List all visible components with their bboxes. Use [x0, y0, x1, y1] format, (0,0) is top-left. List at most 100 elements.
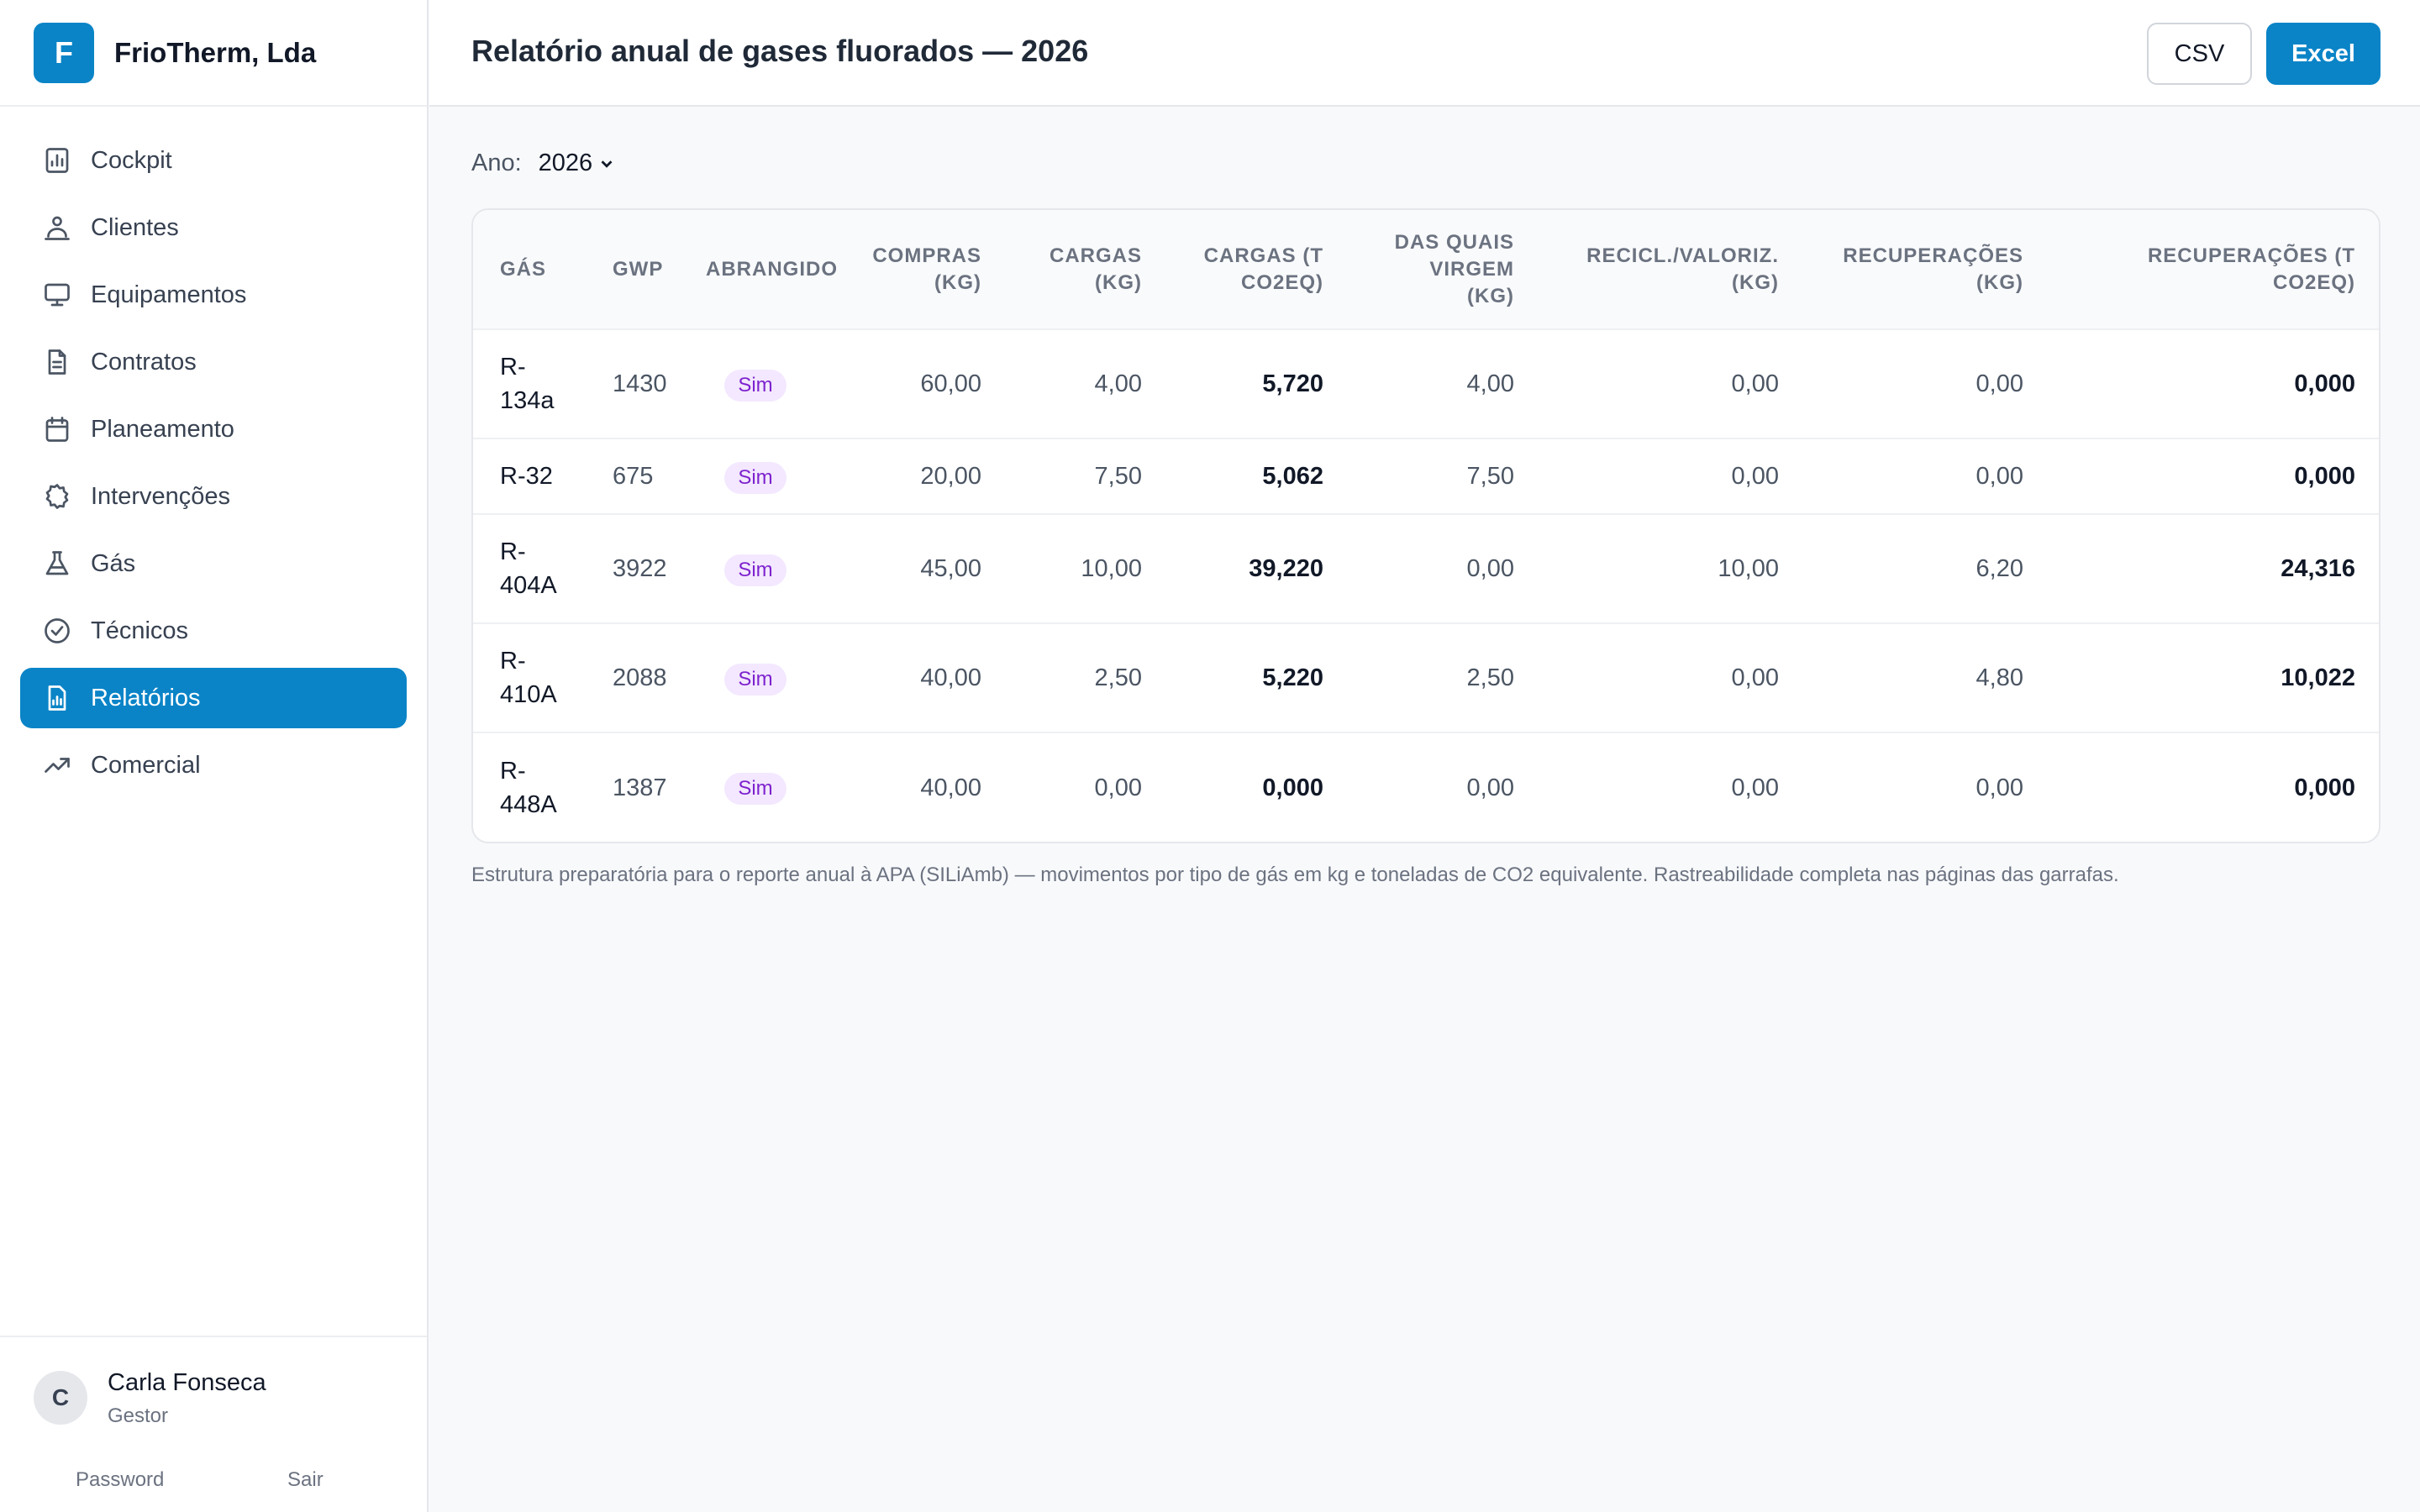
- charges-cell: 10,00: [1081, 555, 1142, 582]
- year-label: Ano:: [471, 150, 522, 176]
- gwp-cell: 3922: [613, 555, 667, 582]
- col-header[interactable]: RECICL./VALORIZ. (KG): [1586, 244, 1779, 294]
- col-header[interactable]: COMPRAS (KG): [872, 244, 981, 294]
- col-header[interactable]: GÁS: [500, 257, 547, 281]
- main-content: Ano: 2026 GÁS GWP ABRANGIDO COMPRAS (KG)…: [429, 108, 2420, 1512]
- recovered-cell: 0,00: [1975, 370, 2023, 397]
- purchases-cell: 40,00: [920, 664, 981, 691]
- charges-t-cell: 5,220: [1262, 664, 1323, 691]
- recovered-cell: 4,80: [1975, 664, 2023, 691]
- sidebar-item-label: Comercial: [91, 751, 201, 779]
- sidebar-item-clientes[interactable]: Clientes: [20, 197, 407, 258]
- gwp-cell: 1387: [613, 774, 667, 801]
- sidebar-item-gas[interactable]: Gás: [20, 533, 407, 594]
- recycled-cell: 0,00: [1731, 370, 1779, 397]
- year-select[interactable]: 2026: [539, 150, 617, 177]
- sidebar-item-cockpit[interactable]: Cockpit: [20, 130, 407, 191]
- gwp-cell: 2088: [613, 664, 667, 691]
- sidebar-item-label: Relatórios: [91, 684, 201, 711]
- virgin-cell: 0,00: [1466, 774, 1514, 801]
- purchases-cell: 60,00: [920, 370, 981, 397]
- table-row: R-404A 3922 Sim 45,00 10,00 39,220 0,00 …: [473, 514, 2379, 623]
- col-header[interactable]: RECUPERAÇÕES (T CO2EQ): [2147, 244, 2355, 294]
- recovered-t-cell: 0,000: [2294, 370, 2355, 397]
- user-name: Carla Fonseca: [108, 1369, 266, 1396]
- footnote: Estrutura preparatória para o reporte an…: [471, 864, 2119, 886]
- page-title: Relatório anual de gases fluorados — 202…: [471, 34, 1089, 68]
- sidebar-item-comercial[interactable]: Comercial: [20, 735, 407, 795]
- sidebar: F FrioTherm, Lda Cockpit Clientes Equipa…: [0, 0, 429, 1512]
- col-header[interactable]: ABRANGIDO: [706, 257, 838, 281]
- csv-export-button[interactable]: CSV: [2147, 23, 2252, 85]
- col-header[interactable]: RECUPERAÇÕES (KG): [1843, 244, 2023, 294]
- recovered-t-cell: 10,022: [2281, 664, 2355, 691]
- trending-icon: [40, 748, 74, 782]
- brand-logo: F: [34, 22, 94, 83]
- purchases-cell: 20,00: [920, 463, 981, 490]
- sidebar-item-label: Intervenções: [91, 482, 231, 510]
- cog-icon: [40, 480, 74, 513]
- sidebar-item-label: Equipamentos: [91, 281, 247, 308]
- check-circle-icon: [40, 614, 74, 648]
- status-badge: Sim: [724, 461, 786, 494]
- sidebar-item-tecnicos[interactable]: Técnicos: [20, 601, 407, 661]
- covered-cell: Sim: [679, 623, 832, 732]
- password-link[interactable]: Password: [76, 1468, 165, 1491]
- recovered-t-cell: 0,000: [2294, 463, 2355, 490]
- gas-cell: R-404A: [500, 538, 557, 599]
- page-header: Relatório anual de gases fluorados — 202…: [429, 0, 2420, 107]
- sidebar-item-label: Gás: [91, 549, 136, 577]
- charges-cell: 7,50: [1094, 463, 1142, 490]
- users-icon: [40, 211, 74, 244]
- chart-icon: [40, 144, 74, 177]
- recovered-cell: 6,20: [1975, 555, 2023, 582]
- year-filter: Ano: 2026: [471, 150, 616, 177]
- purchases-cell: 40,00: [920, 774, 981, 801]
- sidebar-item-relatorios[interactable]: Relatórios: [20, 668, 407, 728]
- sidebar-item-equipamentos[interactable]: Equipamentos: [20, 265, 407, 325]
- status-badge: Sim: [724, 554, 786, 586]
- status-badge: Sim: [724, 369, 786, 402]
- recovered-cell: 0,00: [1975, 774, 2023, 801]
- excel-export-button[interactable]: Excel: [2266, 23, 2381, 85]
- sidebar-item-label: Cockpit: [91, 146, 172, 174]
- col-header[interactable]: CARGAS (KG): [1049, 244, 1142, 294]
- recovered-t-cell: 24,316: [2281, 555, 2355, 582]
- recycled-cell: 0,00: [1731, 774, 1779, 801]
- brand-name: FrioTherm, Lda: [114, 36, 317, 68]
- recovered-cell: 0,00: [1975, 463, 2023, 490]
- sidebar-item-intervencoes[interactable]: Intervenções: [20, 466, 407, 527]
- charges-t-cell: 39,220: [1249, 555, 1323, 582]
- report-icon: [40, 681, 74, 715]
- covered-cell: Sim: [679, 732, 832, 842]
- user-role: Gestor: [108, 1404, 169, 1427]
- document-icon: [40, 345, 74, 379]
- sidebar-item-planeamento[interactable]: Planeamento: [20, 399, 407, 459]
- col-header[interactable]: DAS QUAIS VIRGEM (KG): [1394, 230, 1514, 307]
- charges-cell: 0,00: [1094, 774, 1142, 801]
- monitor-icon: [40, 278, 74, 312]
- table-row: R-448A 1387 Sim 40,00 0,00 0,000 0,00 0,…: [473, 732, 2379, 842]
- calendar-icon: [40, 412, 74, 446]
- recycled-cell: 0,00: [1731, 664, 1779, 691]
- col-header[interactable]: CARGAS (T CO2EQ): [1203, 244, 1323, 294]
- table-row: R-134a 1430 Sim 60,00 4,00 5,720 4,00 0,…: [473, 329, 2379, 438]
- year-value: 2026: [538, 150, 593, 176]
- sidebar-item-label: Técnicos: [91, 617, 189, 644]
- gas-cell: R-448A: [500, 757, 557, 818]
- charges-t-cell: 5,062: [1262, 463, 1323, 490]
- charges-cell: 2,50: [1094, 664, 1142, 691]
- logout-link[interactable]: Sair: [287, 1468, 324, 1491]
- gas-cell: R-134a: [500, 354, 555, 414]
- table-row: R-410A 2088 Sim 40,00 2,50 5,220 2,50 0,…: [473, 623, 2379, 732]
- sidebar-item-label: Contratos: [91, 348, 197, 375]
- charges-t-cell: 5,720: [1262, 370, 1323, 397]
- sidebar-item-label: Planeamento: [91, 415, 234, 443]
- covered-cell: Sim: [679, 438, 832, 514]
- chevron-down-icon: [601, 160, 613, 168]
- gwp-cell: 1430: [613, 370, 667, 397]
- col-header[interactable]: GWP: [613, 257, 664, 281]
- sidebar-item-contratos[interactable]: Contratos: [20, 332, 407, 392]
- gas-cell: R-32: [500, 463, 553, 490]
- status-badge: Sim: [724, 663, 786, 696]
